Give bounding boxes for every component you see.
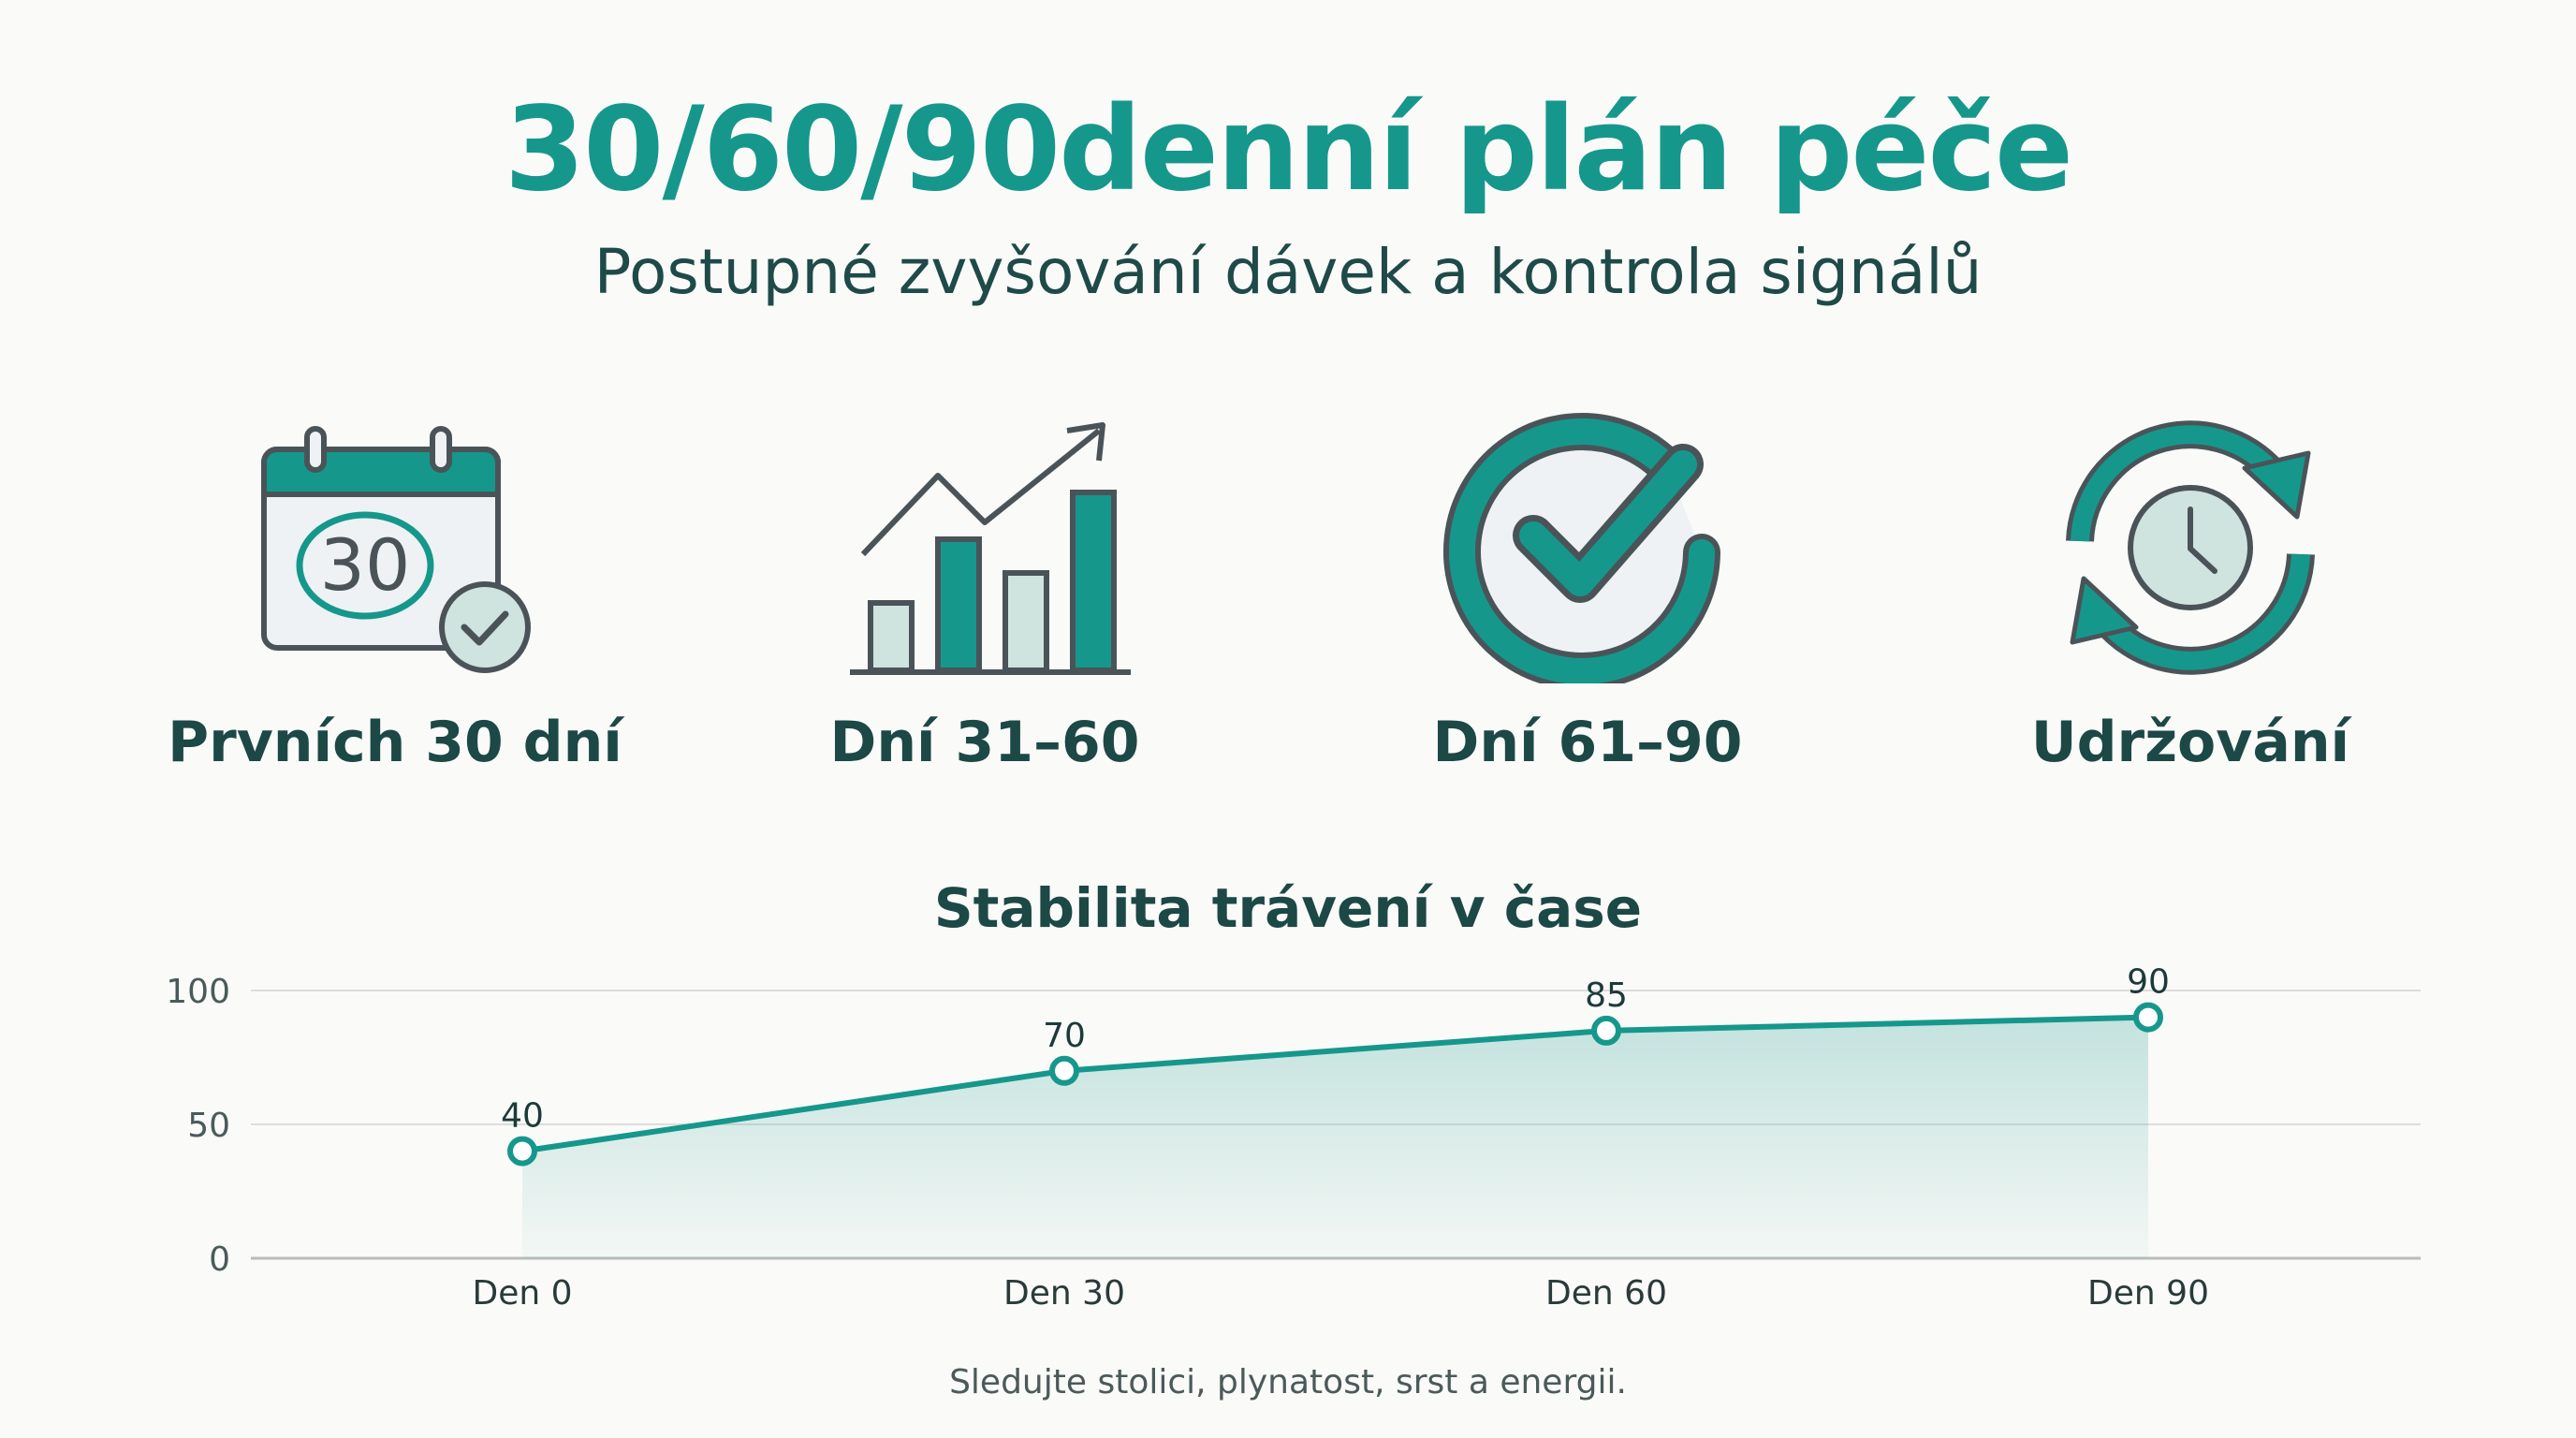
- page-subtitle: Postupné zvyšování dávek a kontrola sign…: [593, 236, 1983, 308]
- series-line: [521, 1014, 2149, 1154]
- x-tick-label: Den 0: [472, 1274, 572, 1313]
- data-label: 70: [1043, 1017, 1086, 1055]
- digestion-stability-chart: 0 50 100 40 Den 0 70 Den 30 85 Den 60 90 Den 90: [166, 963, 2421, 1313]
- data-point: [507, 1136, 537, 1167]
- check-circle-icon: [1443, 413, 1720, 683]
- y-tick-label: 0: [209, 1240, 230, 1279]
- phase-label: Prvních 30 dní: [168, 710, 622, 775]
- data-point: [2133, 1002, 2163, 1033]
- data-label: 90: [2127, 963, 2170, 1002]
- phase-days-61-90: Dní 61–90: [1344, 412, 1831, 775]
- y-tick-label: 100: [166, 973, 230, 1011]
- phase-label: Udržování: [2030, 710, 2350, 775]
- data-point: [1591, 1015, 1621, 1046]
- calendar-30-check-icon: 30: [261, 426, 531, 673]
- chart-title: Stabilita trávení v čase: [933, 876, 1643, 940]
- x-tick-label: Den 30: [1003, 1274, 1125, 1313]
- data-label: 40: [501, 1097, 544, 1136]
- phase-first-30-days: 30 Prvních 30 dní: [152, 412, 638, 775]
- phase-maintenance: Udržování: [1947, 412, 2434, 775]
- phase-label: Dní 31–60: [829, 710, 1140, 775]
- x-tick-label: Den 90: [2087, 1274, 2209, 1313]
- y-tick-label: 50: [187, 1107, 230, 1145]
- refresh-clock-icon: [2066, 420, 2315, 675]
- series-area: [522, 1017, 2148, 1258]
- data-label: 85: [1585, 976, 1628, 1015]
- page-title: 30/60/90denní plán péče: [504, 82, 2073, 217]
- footnote: Sledujte stolici, plynatost, srst a ener…: [949, 1363, 1627, 1401]
- x-tick-label: Den 60: [1545, 1274, 1667, 1313]
- calendar-day-number: 30: [320, 523, 411, 607]
- data-point: [1049, 1055, 1079, 1086]
- growth-bar-chart-icon: [850, 422, 1131, 675]
- phase-label: Dní 61–90: [1432, 710, 1743, 775]
- phase-days-31-60: Dní 31–60: [741, 412, 1228, 775]
